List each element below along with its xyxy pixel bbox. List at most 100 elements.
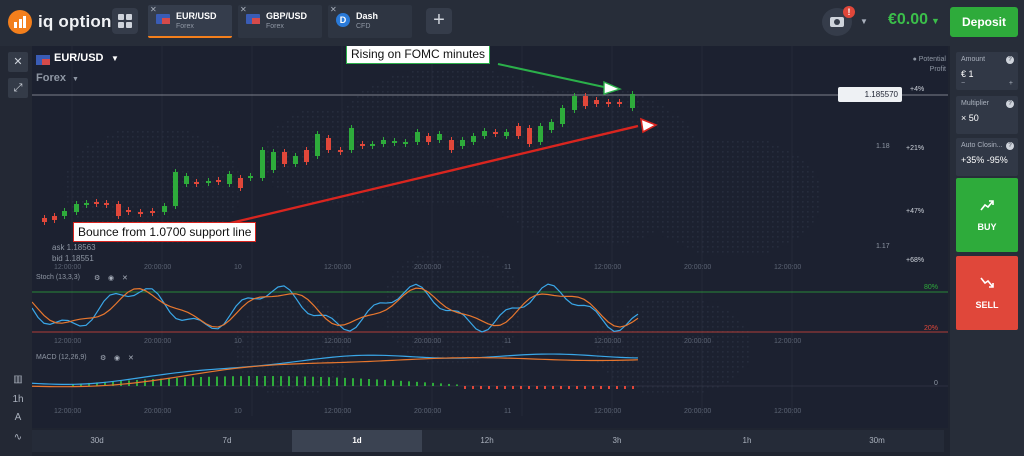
help-icon[interactable]: ? xyxy=(1006,142,1014,150)
help-icon[interactable]: ? xyxy=(1006,100,1014,108)
auto-close-field[interactable]: Auto Closin... ? +35% -95% xyxy=(956,138,1018,176)
indicators-icon[interactable]: ▥ xyxy=(13,374,23,385)
multiplier-field[interactable]: Multiplier ? × 50 xyxy=(956,96,1018,134)
buy-button[interactable]: BUY xyxy=(956,178,1018,252)
all-assets-grid-button[interactable] xyxy=(112,8,138,34)
macd-histogram-bar xyxy=(504,386,506,389)
candle xyxy=(493,129,498,137)
macd-histogram-bar xyxy=(232,376,234,386)
bid-price: bid 1.18551 xyxy=(52,254,94,263)
close-icon[interactable]: ✕ xyxy=(150,5,157,14)
macd-histogram-bar xyxy=(448,383,450,386)
chart-type-icon[interactable]: ∿ xyxy=(13,432,23,443)
macd-histogram-bar xyxy=(480,386,482,389)
candle xyxy=(248,173,253,181)
balance[interactable]: €0.00 xyxy=(888,11,929,28)
tab-name: GBP/USD xyxy=(266,11,308,21)
candle xyxy=(617,99,622,107)
potential-profit-text: Potential Profit xyxy=(918,56,946,73)
tab-category: CFD xyxy=(356,23,371,30)
amount-value[interactable]: € 1 xyxy=(961,69,974,79)
candle xyxy=(516,123,521,139)
time-axis-label: 10 xyxy=(234,338,242,345)
close-icon[interactable]: ✕ xyxy=(128,355,134,362)
time-axis-label: 12:00:00 xyxy=(774,408,802,415)
chart-area[interactable]: EUR/USD ▼ Forex ▼ ● Potential Profit 1.1… xyxy=(32,46,948,428)
candle xyxy=(504,129,509,139)
logo-text: iq option xyxy=(38,12,112,31)
dash-coin-icon: D xyxy=(336,13,350,27)
macd-histogram-bar xyxy=(288,376,290,386)
close-icon[interactable]: ✕ xyxy=(122,275,128,282)
close-icon[interactable]: ✕ xyxy=(330,5,337,14)
timeframe-30m[interactable]: 30m xyxy=(869,436,885,445)
timeframe-icon[interactable]: 1h xyxy=(12,394,24,405)
macd-histogram-bar xyxy=(272,376,274,386)
macd-histogram-bar xyxy=(424,382,426,386)
time-axis-label: 20:00:00 xyxy=(414,408,442,415)
close-chart-button[interactable]: ✕ xyxy=(8,52,28,72)
multiplier-label: Multiplier xyxy=(961,100,990,107)
candle xyxy=(392,138,397,146)
timeframe-1d[interactable]: 1d xyxy=(292,430,422,452)
help-icon[interactable]: ? xyxy=(1006,56,1014,64)
deposit-button[interactable]: Deposit xyxy=(950,7,1018,37)
timeframe-1h[interactable]: 1h xyxy=(742,436,752,445)
candle xyxy=(538,123,543,145)
macd-histogram-bar xyxy=(176,377,178,386)
time-axis-label: 20:00:00 xyxy=(144,338,172,345)
logo[interactable]: iq option xyxy=(8,10,118,34)
timeframe-12h[interactable]: 12h xyxy=(480,436,494,445)
plus-button[interactable]: + xyxy=(1008,80,1013,87)
candle xyxy=(471,133,476,145)
time-axis-label: 12:00:00 xyxy=(774,338,802,345)
time-axis-label: 12:00:00 xyxy=(594,408,622,415)
macd-histogram-bar xyxy=(208,376,210,386)
macd-histogram-bar xyxy=(88,382,90,386)
macd-histogram-bar xyxy=(224,376,226,386)
eye-icon[interactable]: ◉ xyxy=(108,275,115,282)
trend-down-icon xyxy=(980,277,994,288)
macd-histogram-bar xyxy=(624,386,626,389)
macd-histogram-bar xyxy=(544,386,546,389)
gear-icon[interactable]: ⚙ xyxy=(94,275,101,282)
macd-histogram-bar xyxy=(520,386,522,389)
sell-button[interactable]: SELL xyxy=(956,256,1018,330)
tab-eur-usd[interactable]: ✕ EUR/USD Forex xyxy=(148,5,232,38)
chevron-down-icon[interactable]: ▼ xyxy=(931,16,940,26)
candle xyxy=(370,141,375,149)
drawing-tools-icon[interactable]: A xyxy=(14,412,22,423)
auto-close-value[interactable]: +35% -95% xyxy=(961,155,1008,165)
macd-label[interactable]: MACD (12,26,9) xyxy=(36,354,87,361)
eye-icon[interactable]: ◉ xyxy=(114,355,121,362)
candle xyxy=(527,125,532,147)
chevron-down-icon[interactable]: ▼ xyxy=(111,54,119,63)
chevron-down-icon[interactable]: ▼ xyxy=(860,17,868,26)
macd-histogram-bar xyxy=(328,377,330,386)
minus-button[interactable]: − xyxy=(961,80,966,87)
trend-up-icon xyxy=(980,200,994,211)
add-tab-button[interactable]: + xyxy=(426,8,452,34)
close-icon[interactable]: ✕ xyxy=(240,5,247,14)
time-axis-label: 12:00:00 xyxy=(54,408,82,415)
tab-dash[interactable]: ✕ D Dash CFD xyxy=(328,5,412,38)
chevron-down-icon[interactable]: ▼ xyxy=(72,76,79,83)
price-axis-label: 1.17 xyxy=(876,243,890,250)
timeframe-7d[interactable]: 7d xyxy=(222,436,232,445)
timeframe-30d[interactable]: 30d xyxy=(90,436,104,445)
macd-signal-line xyxy=(32,357,639,388)
tab-gbp-usd[interactable]: ✕ GBP/USD Forex xyxy=(238,5,322,38)
macd-histogram-bar xyxy=(336,377,338,386)
expand-button[interactable]: ⤢ xyxy=(8,78,28,98)
asset-category[interactable]: Forex xyxy=(36,72,66,84)
multiplier-value[interactable]: × 50 xyxy=(961,113,979,123)
price-chart[interactable] xyxy=(32,46,948,428)
candle xyxy=(349,125,354,153)
asset-selector[interactable]: EUR/USD xyxy=(54,52,104,64)
timeframe-3h[interactable]: 3h xyxy=(612,436,622,445)
amount-field[interactable]: Amount ? € 1 − + xyxy=(956,52,1018,90)
candle xyxy=(630,91,635,111)
macd-histogram-bar xyxy=(600,386,602,389)
gear-icon[interactable]: ⚙ xyxy=(100,355,107,362)
stoch-label[interactable]: Stoch (13,3,3) xyxy=(36,274,80,281)
